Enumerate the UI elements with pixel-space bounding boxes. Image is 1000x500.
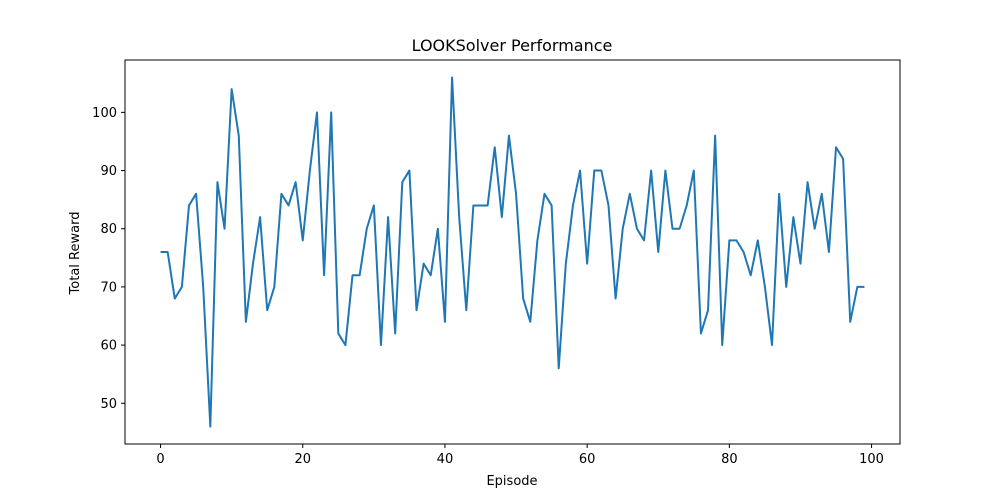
y-tick-label: 50 bbox=[100, 397, 117, 412]
series-line bbox=[160, 76, 865, 428]
y-tick-label: 70 bbox=[100, 280, 117, 295]
y-tick-label: 60 bbox=[100, 339, 117, 354]
y-axis: 50 60 70 80 90 100 bbox=[92, 106, 125, 412]
x-tick-label: 0 bbox=[156, 452, 164, 467]
y-tick-label: 90 bbox=[100, 164, 117, 179]
y-tick-label: 80 bbox=[100, 222, 117, 237]
x-axis-label: Episode bbox=[486, 474, 537, 489]
y-axis-label: Total Reward bbox=[68, 212, 83, 296]
chart-title: LOOKSolver Performance bbox=[412, 36, 613, 55]
x-tick-label: 40 bbox=[437, 452, 454, 467]
x-axis: 0 20 40 60 80 100 bbox=[156, 444, 884, 467]
x-tick-label: 100 bbox=[859, 452, 884, 467]
plot-area bbox=[160, 76, 865, 428]
x-tick-label: 80 bbox=[721, 452, 738, 467]
x-tick-label: 20 bbox=[294, 452, 311, 467]
axes-frame bbox=[124, 59, 901, 445]
x-tick-label: 60 bbox=[579, 452, 596, 467]
y-tick-label: 100 bbox=[92, 106, 117, 121]
